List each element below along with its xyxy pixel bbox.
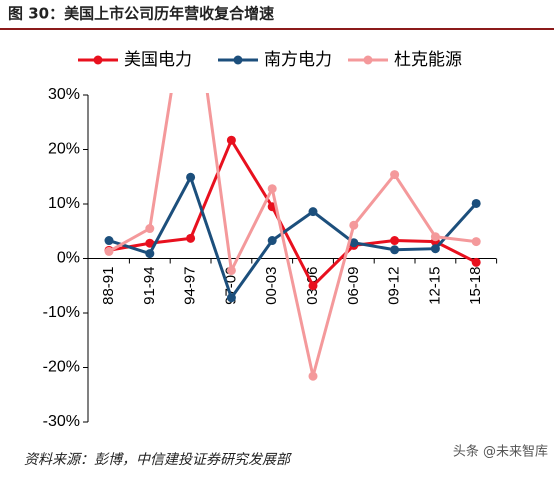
legend-marker — [363, 55, 373, 65]
point — [104, 246, 114, 256]
chart-title: 图 30：美国上市公司历年营收复合增速 — [8, 5, 274, 23]
x-tick-label: 88-91 — [100, 267, 117, 305]
point — [186, 233, 196, 243]
series-line — [108, 173, 478, 301]
watermark: 头条 @未来智库 — [453, 444, 548, 460]
x-tick-label: 09-12 — [386, 267, 403, 305]
legend-label: 美国电力 — [124, 50, 192, 70]
point — [308, 207, 318, 217]
point — [186, 172, 196, 182]
point — [267, 184, 277, 194]
point — [226, 135, 236, 145]
point — [471, 237, 481, 247]
series-line — [108, 93, 477, 377]
point — [471, 198, 481, 208]
point — [145, 224, 155, 234]
legend-label: 杜克能源 — [394, 50, 462, 70]
x-tick-label: 91-94 — [141, 267, 158, 305]
x-tick-label: 00-03 — [263, 267, 280, 305]
point — [390, 236, 400, 246]
point — [145, 249, 155, 259]
y-tick-label: 30% — [48, 86, 80, 103]
x-tick-label: 06-09 — [345, 267, 362, 305]
point — [145, 238, 155, 248]
x-tick-label: 15-18 — [467, 267, 484, 305]
point — [349, 220, 359, 230]
point — [226, 293, 236, 303]
y-tick-label: -20% — [43, 359, 80, 376]
y-tick-label: -30% — [43, 413, 80, 430]
point — [471, 257, 481, 267]
legend-marker — [233, 55, 243, 65]
x-tick-label: 94-97 — [182, 267, 199, 305]
point — [430, 232, 440, 242]
plot-area — [104, 93, 481, 381]
legend-marker — [93, 55, 103, 65]
point — [430, 244, 440, 254]
point — [267, 236, 277, 246]
legend-label: 南方电力 — [264, 50, 332, 70]
source: 资料来源：彭博，中信建投证券研究发展部 — [24, 452, 292, 468]
y-tick-label: -10% — [43, 304, 80, 321]
point — [390, 170, 400, 180]
point — [104, 236, 114, 246]
y-tick-label: 20% — [48, 141, 80, 158]
point — [308, 281, 318, 291]
x-tick-label: 12-15 — [426, 267, 443, 305]
point — [390, 245, 400, 255]
point — [349, 238, 359, 248]
y-tick-label: 0% — [57, 250, 80, 267]
point — [308, 371, 318, 381]
y-tick-label: 10% — [48, 195, 80, 212]
point — [226, 265, 236, 275]
series-line — [108, 136, 477, 289]
